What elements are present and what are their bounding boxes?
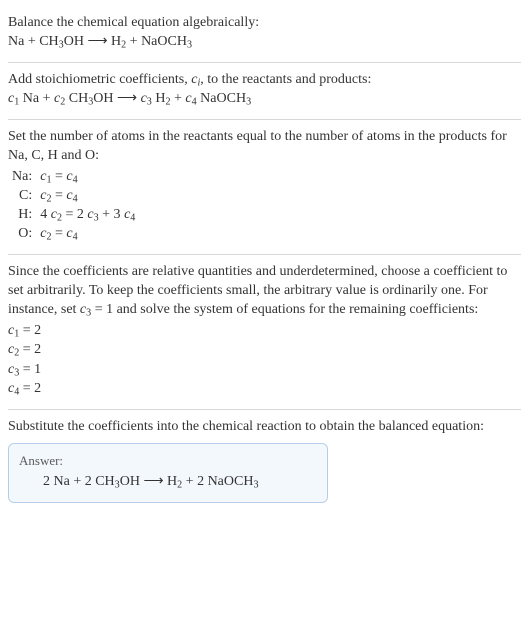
t: H xyxy=(152,91,166,106)
n: 4 xyxy=(73,232,78,243)
coef-list: c1 = 2 c2 = 2 c3 = 1 c4 = 2 xyxy=(8,322,521,398)
t: Na + xyxy=(19,91,54,106)
section-balance-intro: Balance the chemical equation algebraica… xyxy=(8,6,521,63)
eq-part: OH ⟶ H xyxy=(120,474,177,489)
atom-eq: c2 = c4 xyxy=(36,225,139,244)
m: = xyxy=(51,188,66,203)
s3b: 3 xyxy=(246,97,251,108)
v: = 2 xyxy=(19,342,41,357)
coef-line: c1 = 2 xyxy=(8,322,521,341)
section-solve: Since the coefficients are relative quan… xyxy=(8,255,521,409)
coef-line: c2 = 2 xyxy=(8,341,521,360)
n: 4 xyxy=(73,194,78,205)
eq-part: 2 Na + 2 CH xyxy=(43,474,115,489)
atom-label: C: xyxy=(8,187,36,206)
solve-text: Since the coefficients are relative quan… xyxy=(8,263,521,320)
table-row: C: c2 = c4 xyxy=(8,187,139,206)
v: = 2 xyxy=(19,381,41,396)
t: CH xyxy=(65,91,88,106)
unbalanced-equation: Na + CH3OH ⟶ H2 + NaOCH3 xyxy=(8,33,521,52)
s3b: 3 xyxy=(253,480,258,491)
coef-intro: Add stoichiometric coefficients, ci, to … xyxy=(8,71,521,90)
section-atom-balance: Set the number of atoms in the reactants… xyxy=(8,120,521,255)
table-row: Na: c1 = c4 xyxy=(8,168,139,187)
balanced-equation: 2 Na + 2 CH3OH ⟶ H2 + 2 NaOCH3 xyxy=(19,473,317,492)
n: 4 xyxy=(73,175,78,186)
t: + xyxy=(171,91,186,106)
atom-table: Na: c1 = c4 C: c2 = c4 H: 4 c2 = 2 c3 + … xyxy=(8,168,139,244)
coef-line: c4 = 2 xyxy=(8,380,521,399)
atom-label: H: xyxy=(8,206,36,225)
text: , to the reactants and products: xyxy=(200,72,371,87)
eq-part: + NaOCH xyxy=(126,34,187,49)
atom-label: O: xyxy=(8,225,36,244)
t: OH ⟶ xyxy=(93,91,140,106)
m: = 2 xyxy=(62,207,87,222)
answer-label: Answer: xyxy=(19,452,317,470)
m: = xyxy=(51,226,66,241)
answer-box: Answer: 2 Na + 2 CH3OH ⟶ H2 + 2 NaOCH3 xyxy=(8,443,328,504)
sub3b: 3 xyxy=(187,39,192,50)
eq-part: Na + CH xyxy=(8,34,59,49)
t2: = 1 and solve the system of equations fo… xyxy=(91,302,478,317)
m2: + 3 xyxy=(99,207,124,222)
n: 4 xyxy=(130,213,135,224)
v: = 2 xyxy=(19,323,41,338)
intro-line: Balance the chemical equation algebraica… xyxy=(8,14,521,33)
atom-eq: c2 = c4 xyxy=(36,187,139,206)
section-answer: Substitute the coefficients into the che… xyxy=(8,410,521,514)
atom-label: Na: xyxy=(8,168,36,187)
eq-part: + 2 NaOCH xyxy=(182,474,253,489)
section-add-coefficients: Add stoichiometric coefficients, ci, to … xyxy=(8,63,521,120)
atom-intro: Set the number of atoms in the reactants… xyxy=(8,128,521,166)
substitute-text: Substitute the coefficients into the che… xyxy=(8,418,521,437)
t: NaOCH xyxy=(197,91,246,106)
coef-line: c3 = 1 xyxy=(8,361,521,380)
eq-part: OH ⟶ H xyxy=(64,34,121,49)
v: = 1 xyxy=(19,362,41,377)
table-row: H: 4 c2 = 2 c3 + 3 c4 xyxy=(8,206,139,225)
m: = xyxy=(51,169,66,184)
text: Add stoichiometric coefficients, xyxy=(8,72,191,87)
atom-eq: 4 c2 = 2 c3 + 3 c4 xyxy=(36,206,139,225)
atom-eq: c1 = c4 xyxy=(36,168,139,187)
coef-equation: c1 Na + c2 CH3OH ⟶ c3 H2 + c4 NaOCH3 xyxy=(8,90,521,109)
table-row: O: c2 = c4 xyxy=(8,225,139,244)
p: 4 xyxy=(40,207,51,222)
